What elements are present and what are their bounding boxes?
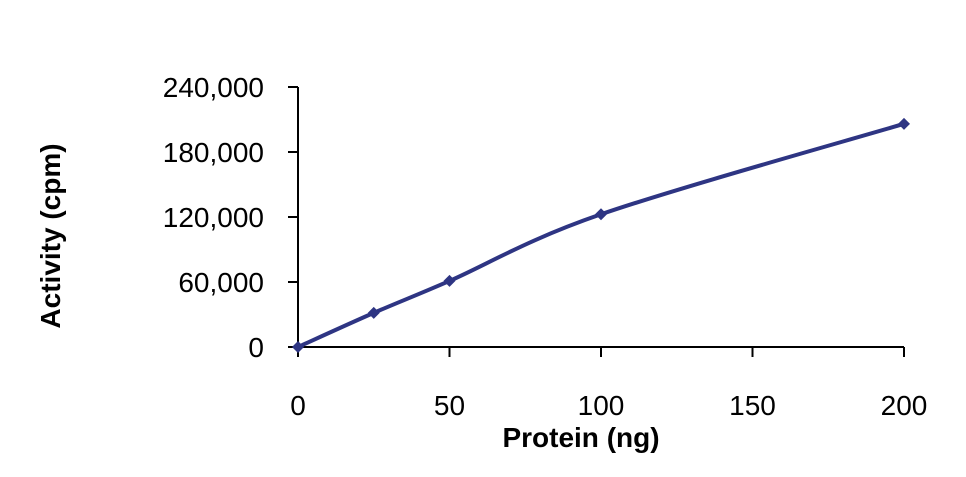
data-point-marker [443,274,456,287]
x-tick-label: 0 [290,390,306,421]
data-point-marker [367,306,380,319]
data-point-marker [292,341,304,353]
x-tick-label: 50 [434,390,465,421]
data-point-marker [898,117,910,130]
series-line [296,121,906,349]
y-tick-label: 0 [248,332,264,363]
x-tick-label: 200 [881,390,928,421]
y-tick-label: 180,000 [163,137,264,168]
y-axis-title: Activity (cpm) [35,143,66,328]
y-tick-label: 120,000 [163,202,264,233]
x-axis: 0 50 100 150 200 [290,346,928,421]
x-tick-label: 100 [578,390,625,421]
series-layer [292,117,910,353]
data-point-marker [595,208,607,221]
y-tick-label: 240,000 [163,72,264,103]
x-axis-title: Protein (ng) [502,422,659,453]
y-tick-label: 60,000 [178,267,264,298]
y-axis: 0 60,000 120,000 180,000 240,000 [163,72,299,363]
x-tick-label: 150 [729,390,776,421]
